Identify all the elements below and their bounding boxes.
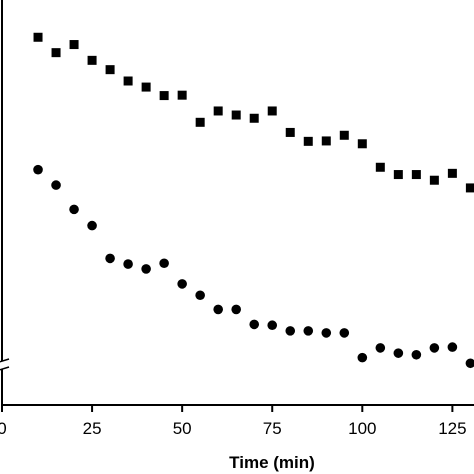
series-2-point-21 xyxy=(393,348,404,358)
series-1-point-23 xyxy=(429,175,439,185)
series-1-point-19 xyxy=(357,139,367,149)
series-2-point-18 xyxy=(339,328,350,338)
series-2-point-15 xyxy=(285,326,296,336)
series-1-point-22 xyxy=(411,170,421,180)
series-2-point-2 xyxy=(51,180,61,190)
series-2-point-25 xyxy=(465,358,474,369)
series-2-point-13 xyxy=(249,319,260,330)
data-points xyxy=(33,32,474,369)
axis-break-mark xyxy=(0,358,10,371)
series-1-point-21 xyxy=(393,170,403,180)
x-tick-label-125: 125 xyxy=(438,419,466,438)
series-1-point-15 xyxy=(285,127,295,137)
series-1-point-12 xyxy=(231,110,241,120)
series-2-point-12 xyxy=(231,304,241,315)
series-1-point-17 xyxy=(321,136,331,146)
x-tick-label-100: 100 xyxy=(348,419,376,438)
series-1-point-14 xyxy=(267,106,277,116)
series-2-point-24 xyxy=(447,342,458,352)
series-2-point-20 xyxy=(375,343,386,353)
series-2-point-1 xyxy=(33,164,43,175)
x-ticks xyxy=(1,405,454,412)
x-tick-label-75: 75 xyxy=(263,419,282,438)
series-1-point-7 xyxy=(141,82,151,92)
series-2-point-5 xyxy=(105,253,115,264)
series-2-point-23 xyxy=(429,343,440,353)
series-1-point-18 xyxy=(339,130,349,140)
series-1-point-4 xyxy=(87,55,97,65)
axes xyxy=(0,0,474,406)
series-2-point-3 xyxy=(69,204,79,215)
series-1-point-8 xyxy=(159,91,169,101)
series-2-point-11 xyxy=(213,304,223,315)
series-2-point-14 xyxy=(267,320,278,331)
series-2-point-16 xyxy=(303,326,314,336)
x-tick-label-50: 50 xyxy=(173,419,192,438)
series-1-point-3 xyxy=(69,40,79,50)
series-2-point-9 xyxy=(177,279,187,289)
x-tick-label-0: 0 xyxy=(0,419,7,438)
series-1-point-10 xyxy=(195,117,205,127)
series-1-point-11 xyxy=(213,106,223,116)
series-1-point-5 xyxy=(105,65,115,75)
x-axis-title: Time (min) xyxy=(229,453,315,472)
series-2-point-8 xyxy=(159,258,169,269)
series-1-point-6 xyxy=(123,76,133,86)
series-1-point-13 xyxy=(249,113,259,123)
series-1-point-2 xyxy=(51,48,61,58)
series-2-point-22 xyxy=(411,349,422,360)
series-2-point-19 xyxy=(357,352,368,363)
series-1-point-24 xyxy=(447,168,457,178)
series-1-point-16 xyxy=(303,136,313,146)
series-2-point-17 xyxy=(321,328,332,338)
x-tick-labels: 0 25 50 75 100 125 xyxy=(0,419,467,438)
series-2-point-4 xyxy=(87,220,97,231)
x-tick-label-25: 25 xyxy=(83,419,102,438)
series-2-point-6 xyxy=(123,259,133,269)
series-2-point-10 xyxy=(195,290,205,301)
series-1-point-20 xyxy=(375,162,385,172)
series-1-point-9 xyxy=(177,90,187,100)
series-1-point-25 xyxy=(465,183,474,193)
series-2-point-7 xyxy=(141,264,151,274)
series-1-point-1 xyxy=(33,32,43,42)
